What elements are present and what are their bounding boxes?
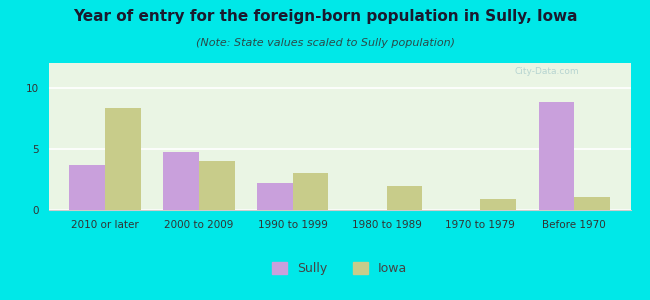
Legend: Sully, Iowa: Sully, Iowa [267, 257, 412, 280]
Bar [163, 152, 199, 210]
Text: (Note: State values scaled to Sully population): (Note: State values scaled to Sully popu… [196, 38, 454, 47]
Bar [257, 183, 292, 210]
Bar [574, 196, 610, 210]
Bar [199, 161, 235, 210]
Bar [387, 185, 422, 210]
Bar [539, 102, 574, 210]
Bar [480, 199, 516, 210]
Bar [70, 165, 105, 210]
Text: Year of entry for the foreign-born population in Sully, Iowa: Year of entry for the foreign-born popul… [73, 9, 577, 24]
Text: City-Data.com: City-Data.com [514, 68, 578, 76]
Bar [105, 108, 140, 210]
Bar [292, 173, 328, 210]
